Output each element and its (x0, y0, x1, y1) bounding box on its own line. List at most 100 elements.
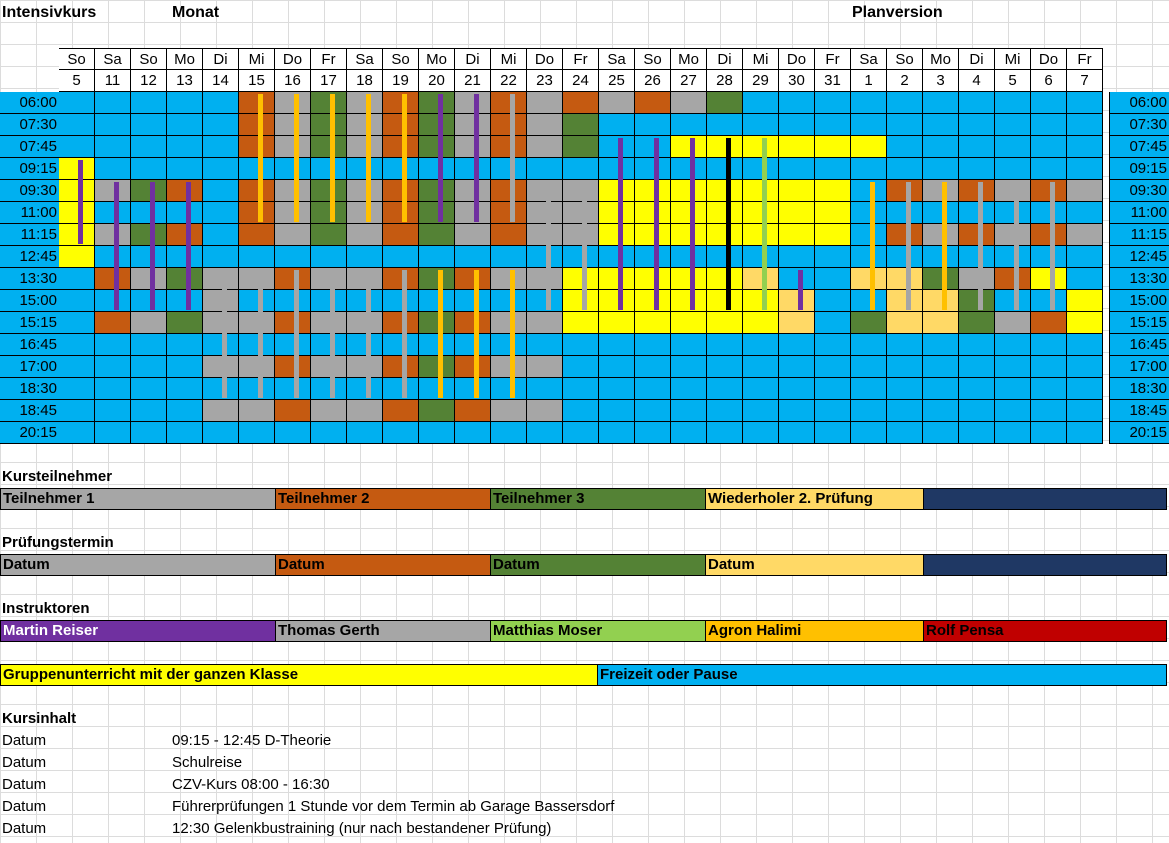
schedule-cell[interactable] (563, 136, 599, 158)
schedule-cell[interactable] (563, 422, 599, 444)
schedule-cell[interactable] (743, 136, 779, 158)
schedule-cell[interactable] (887, 224, 923, 246)
schedule-cell[interactable] (455, 92, 491, 114)
schedule-cell[interactable] (383, 312, 419, 334)
schedule-cell[interactable] (1031, 114, 1067, 136)
schedule-cell[interactable] (599, 268, 635, 290)
schedule-cell[interactable] (995, 334, 1031, 356)
schedule-cell[interactable] (311, 180, 347, 202)
schedule-cell[interactable] (1031, 92, 1067, 114)
schedule-cell[interactable] (59, 114, 95, 136)
schedule-cell[interactable] (167, 246, 203, 268)
schedule-cell[interactable] (815, 378, 851, 400)
schedule-cell[interactable] (527, 290, 563, 312)
schedule-cell[interactable] (275, 180, 311, 202)
schedule-cell[interactable] (599, 158, 635, 180)
schedule-cell[interactable] (851, 202, 887, 224)
schedule-cell[interactable] (563, 268, 599, 290)
schedule-cell[interactable] (167, 114, 203, 136)
schedule-cell[interactable] (203, 422, 239, 444)
schedule-cell[interactable] (959, 114, 995, 136)
schedule-cell[interactable] (383, 114, 419, 136)
schedule-cell[interactable] (743, 180, 779, 202)
schedule-cell[interactable] (707, 378, 743, 400)
schedule-cell[interactable] (527, 268, 563, 290)
schedule-cell[interactable] (383, 356, 419, 378)
schedule-cell[interactable] (383, 334, 419, 356)
schedule-cell[interactable] (95, 114, 131, 136)
schedule-cell[interactable] (383, 180, 419, 202)
schedule-cell[interactable] (527, 334, 563, 356)
schedule-cell[interactable] (1067, 114, 1103, 136)
schedule-cell[interactable] (275, 114, 311, 136)
schedule-cell[interactable] (815, 180, 851, 202)
schedule-cell[interactable] (851, 92, 887, 114)
schedule-cell[interactable] (1031, 422, 1067, 444)
schedule-cell[interactable] (419, 224, 455, 246)
schedule-cell[interactable] (707, 136, 743, 158)
schedule-cell[interactable] (743, 92, 779, 114)
schedule-cell[interactable] (383, 400, 419, 422)
schedule-cell[interactable] (995, 290, 1031, 312)
schedule-cell[interactable] (95, 180, 131, 202)
schedule-cell[interactable] (599, 378, 635, 400)
schedule-cell[interactable] (707, 334, 743, 356)
schedule-cell[interactable] (851, 136, 887, 158)
schedule-cell[interactable] (131, 378, 167, 400)
schedule-cell[interactable] (167, 378, 203, 400)
schedule-cell[interactable] (743, 114, 779, 136)
schedule-cell[interactable] (1067, 356, 1103, 378)
schedule-cell[interactable] (419, 356, 455, 378)
schedule-cell[interactable] (815, 246, 851, 268)
schedule-cell[interactable] (635, 290, 671, 312)
schedule-cell[interactable] (311, 268, 347, 290)
schedule-cell[interactable] (383, 290, 419, 312)
schedule-cell[interactable] (203, 180, 239, 202)
schedule-cell[interactable] (203, 202, 239, 224)
schedule-cell[interactable] (635, 422, 671, 444)
schedule-cell[interactable] (635, 114, 671, 136)
schedule-cell[interactable] (923, 312, 959, 334)
schedule-cell[interactable] (167, 180, 203, 202)
schedule-cell[interactable] (671, 136, 707, 158)
schedule-cell[interactable] (887, 334, 923, 356)
schedule-cell[interactable] (311, 92, 347, 114)
schedule-cell[interactable] (995, 180, 1031, 202)
schedule-cell[interactable] (887, 180, 923, 202)
schedule-cell[interactable] (959, 180, 995, 202)
schedule-cell[interactable] (923, 158, 959, 180)
schedule-cell[interactable] (707, 202, 743, 224)
schedule-cell[interactable] (1031, 224, 1067, 246)
schedule-cell[interactable] (1031, 202, 1067, 224)
schedule-cell[interactable] (59, 378, 95, 400)
schedule-cell[interactable] (635, 334, 671, 356)
schedule-cell[interactable] (239, 202, 275, 224)
schedule-cell[interactable] (275, 422, 311, 444)
schedule-cell[interactable] (527, 422, 563, 444)
schedule-cell[interactable] (347, 202, 383, 224)
schedule-cell[interactable] (131, 290, 167, 312)
schedule-cell[interactable] (203, 334, 239, 356)
schedule-cell[interactable] (743, 158, 779, 180)
schedule-cell[interactable] (383, 422, 419, 444)
schedule-cell[interactable] (95, 268, 131, 290)
schedule-cell[interactable] (1031, 312, 1067, 334)
schedule-cell[interactable] (311, 334, 347, 356)
schedule-cell[interactable] (1031, 268, 1067, 290)
schedule-cell[interactable] (599, 422, 635, 444)
schedule-cell[interactable] (491, 356, 527, 378)
schedule-cell[interactable] (59, 356, 95, 378)
schedule-cell[interactable] (563, 290, 599, 312)
schedule-cell[interactable] (347, 92, 383, 114)
schedule-cell[interactable] (455, 378, 491, 400)
schedule-cell[interactable] (275, 400, 311, 422)
schedule-cell[interactable] (635, 136, 671, 158)
schedule-cell[interactable] (887, 268, 923, 290)
schedule-cell[interactable] (203, 136, 239, 158)
schedule-cell[interactable] (887, 422, 923, 444)
schedule-cell[interactable] (455, 114, 491, 136)
schedule-cell[interactable] (743, 378, 779, 400)
schedule-cell[interactable] (923, 180, 959, 202)
schedule-cell[interactable] (923, 268, 959, 290)
schedule-cell[interactable] (239, 114, 275, 136)
